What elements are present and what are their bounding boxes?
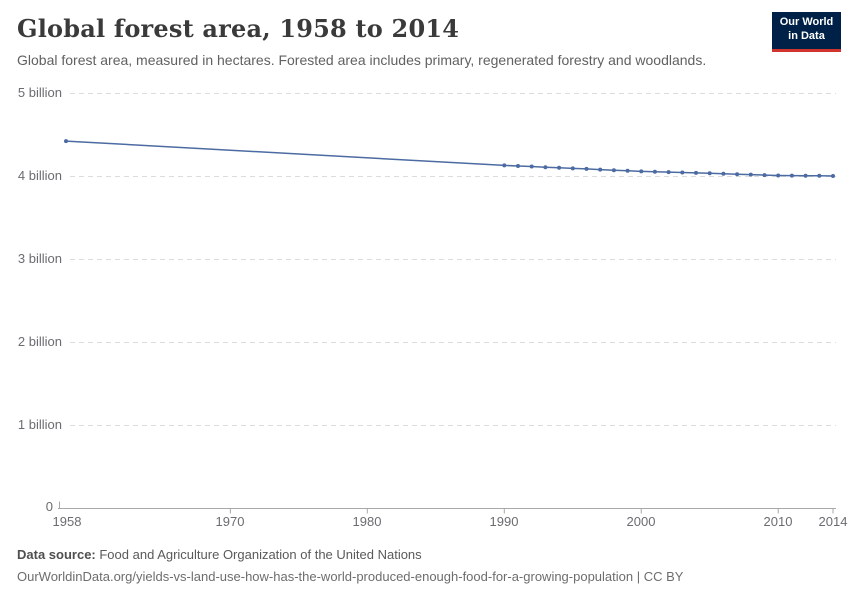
- y-axis-label-4b: 4 billion: [17, 168, 62, 183]
- data-source-value: Food and Agriculture Organization of the…: [95, 547, 422, 562]
- y-axis-label-2b: 2 billion: [17, 334, 62, 349]
- x-axis-label-2010: 2010: [763, 514, 793, 529]
- x-axis-label-1980: 1980: [352, 514, 382, 529]
- data-source-label: Data source:: [17, 547, 96, 562]
- y-axis-label-1b: 1 billion: [17, 417, 62, 432]
- y-axis-label-3b: 3 billion: [17, 251, 62, 266]
- x-axis-label-2014: 2014: [818, 514, 848, 529]
- owid-logo-line1: Our World: [779, 16, 834, 28]
- y-axis-label-0: 0: [45, 499, 53, 514]
- page-title: Global forest area, 1958 to 2014: [17, 14, 460, 43]
- x-axis-label-1958: 1958: [52, 514, 82, 529]
- owid-logo[interactable]: Our World in Data: [772, 12, 841, 52]
- x-axis-label-1990: 1990: [489, 514, 519, 529]
- chart-subtitle: Global forest area, measured in hectares…: [17, 52, 707, 68]
- footer-note[interactable]: OurWorldinData.org/yields-vs-land-use-ho…: [17, 569, 684, 584]
- data-source-line: Data source: Food and Agriculture Organi…: [17, 547, 422, 562]
- x-axis-label-1970: 1970: [215, 514, 245, 529]
- x-axis-label-2000: 2000: [626, 514, 656, 529]
- y-axis-label-5b: 5 billion: [17, 85, 62, 100]
- owid-logo-line2: in Data: [788, 30, 825, 42]
